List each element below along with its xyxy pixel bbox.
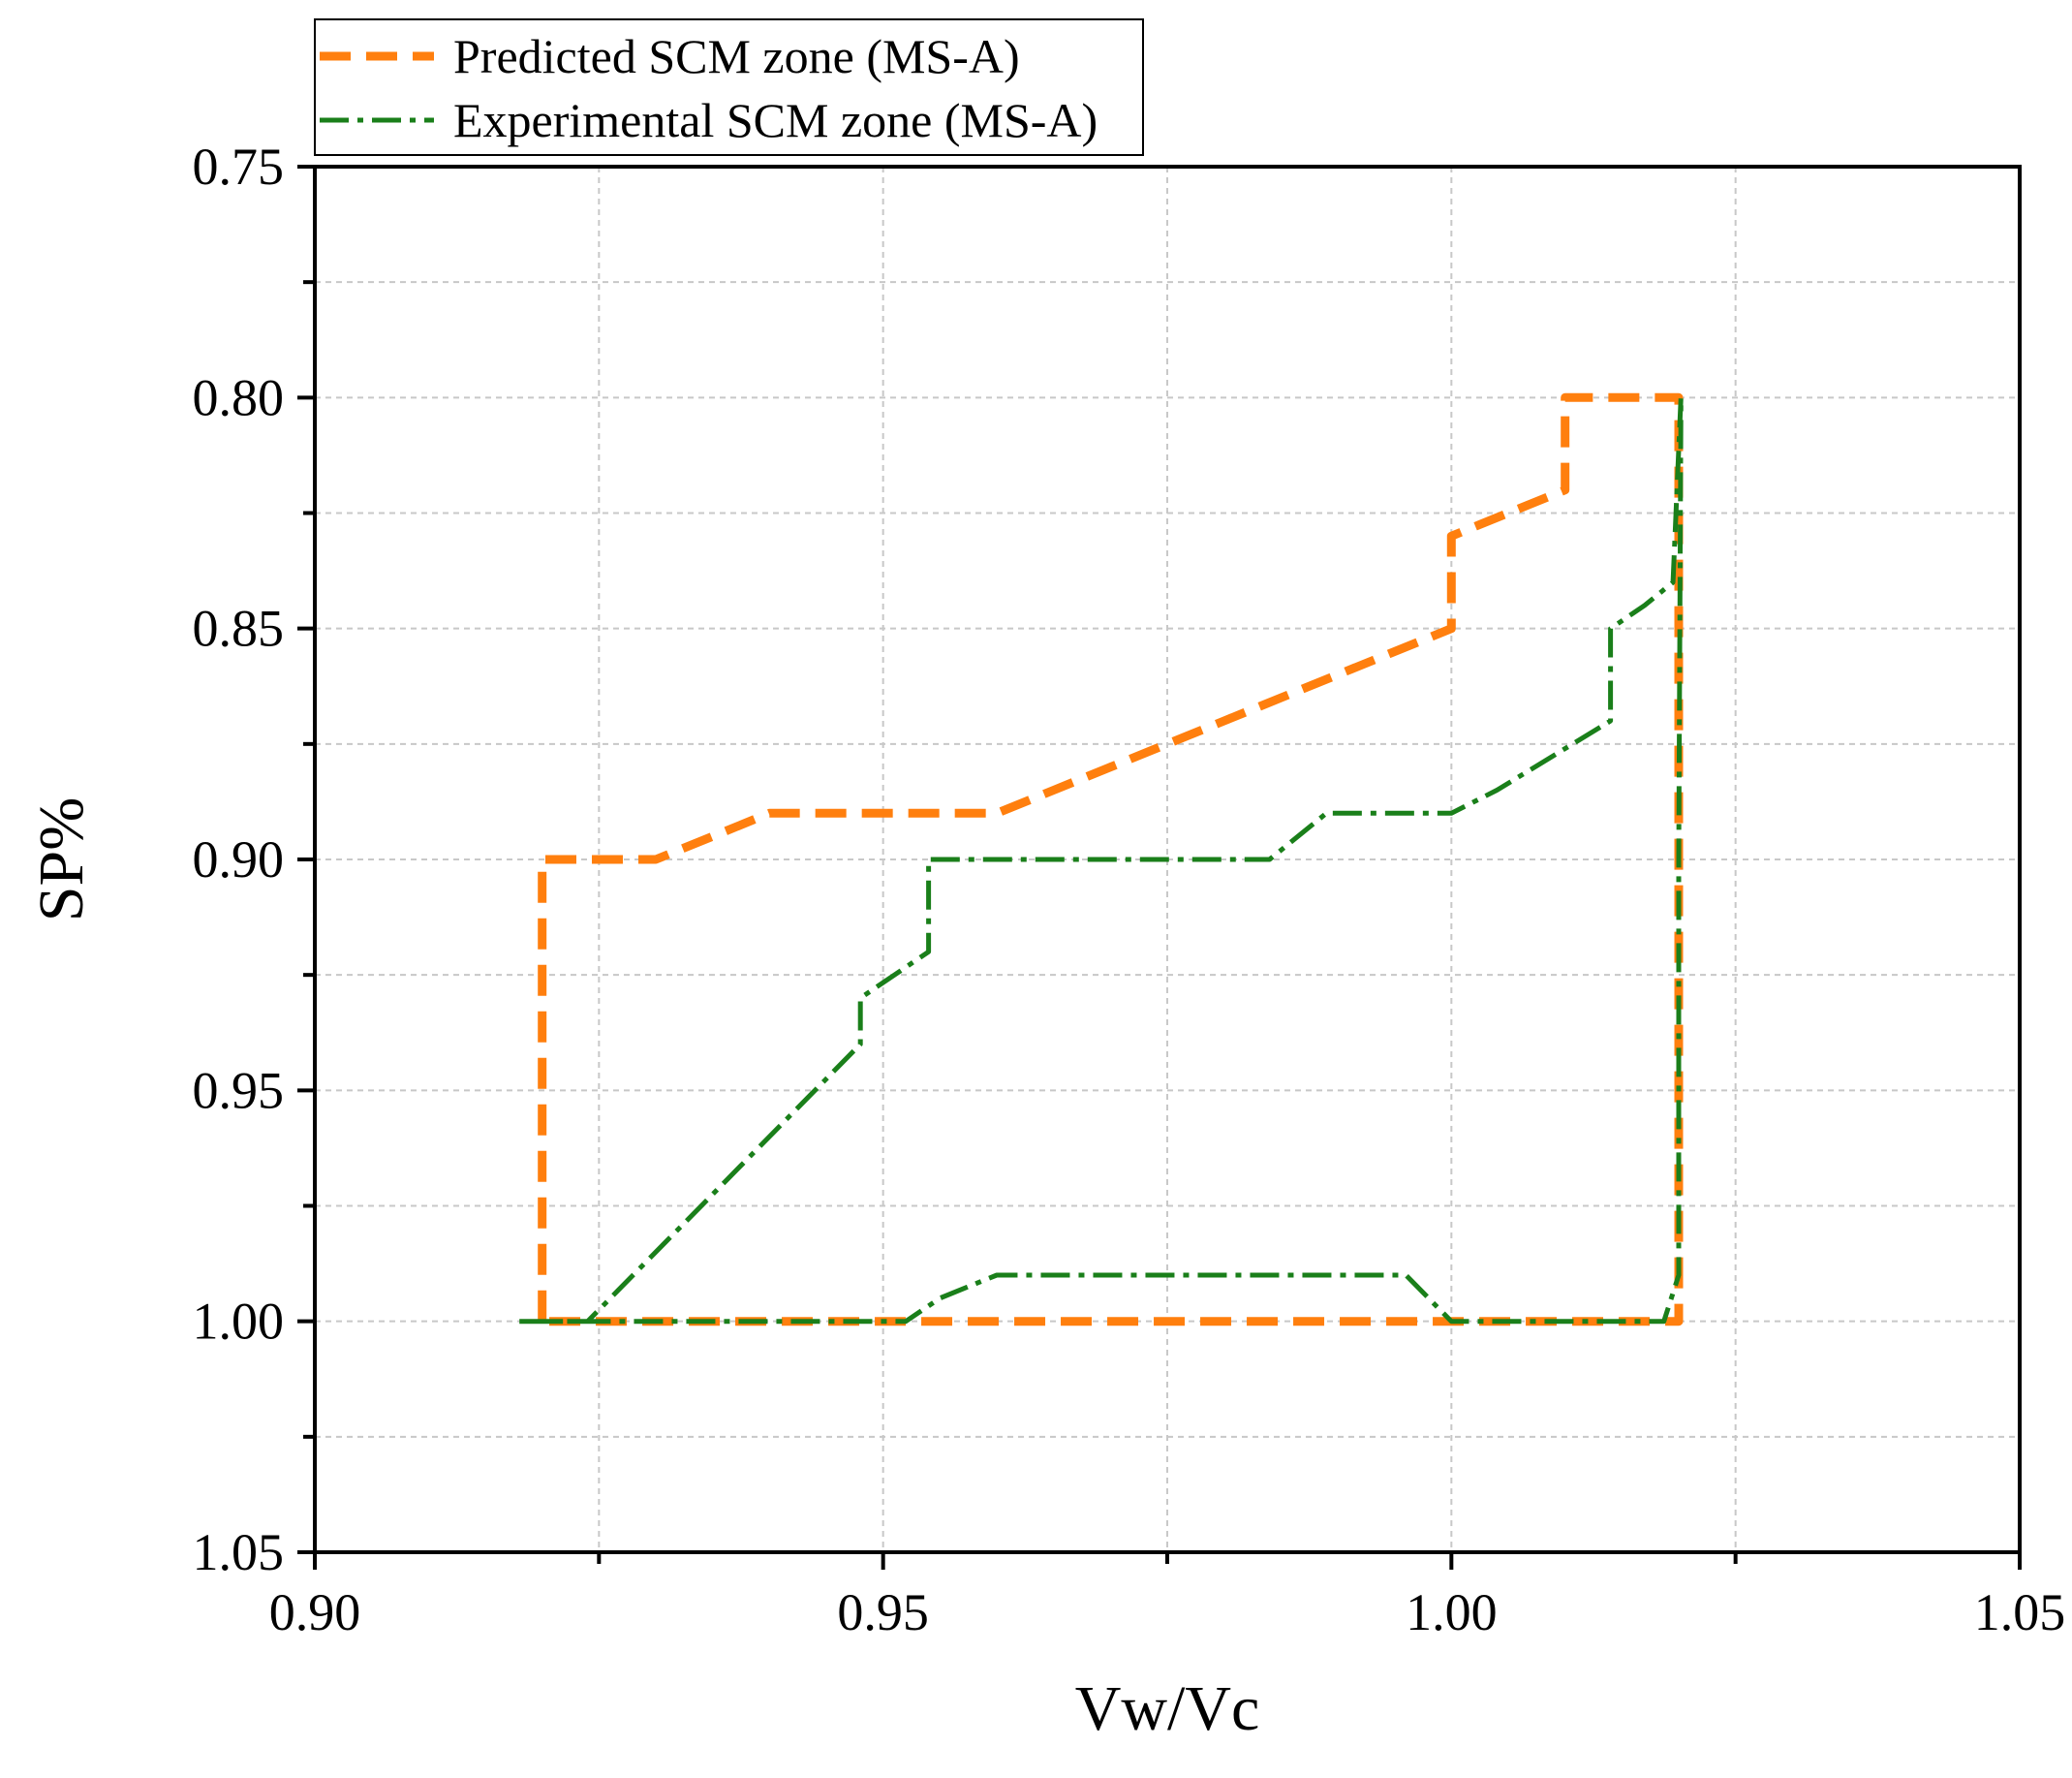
x-tick-label: 0.90 [269, 1583, 361, 1641]
tick-labels: 0.90 0.95 1.00 1.05 0.75 0.80 0.85 0.90 0.95 1.00… [193, 138, 2066, 1641]
y-tick-label: 1.00 [193, 1293, 285, 1351]
y-tick-label: 0.85 [193, 600, 285, 658]
series-line-predicted [538, 392, 1684, 1326]
legend-label-experimental: Experimental SCM zone (MS-A) [453, 93, 1098, 147]
y-tick-label: 0.90 [193, 830, 285, 889]
x-tick-label: 1.00 [1406, 1583, 1498, 1641]
y-tick-label: 0.75 [193, 138, 285, 196]
y-axis-title: SP% [26, 797, 97, 921]
y-tick-label: 0.80 [193, 368, 285, 426]
y-tick-label: 1.05 [193, 1523, 285, 1581]
axis-ticks [297, 165, 2022, 1570]
x-tick-label: 1.05 [1974, 1583, 2066, 1641]
legend: Predicted SCM zone (MS-A) Experimental S… [314, 18, 1144, 156]
x-tick-label: 0.95 [837, 1583, 929, 1641]
y-tick-label: 0.95 [193, 1061, 285, 1119]
legend-label-predicted: Predicted SCM zone (MS-A) [453, 29, 1020, 83]
x-axis-title: Vw/Vc [1075, 1673, 1260, 1744]
series-layer [519, 392, 1684, 1326]
legend-box [314, 18, 1144, 156]
series-line-experimental [519, 394, 1684, 1325]
